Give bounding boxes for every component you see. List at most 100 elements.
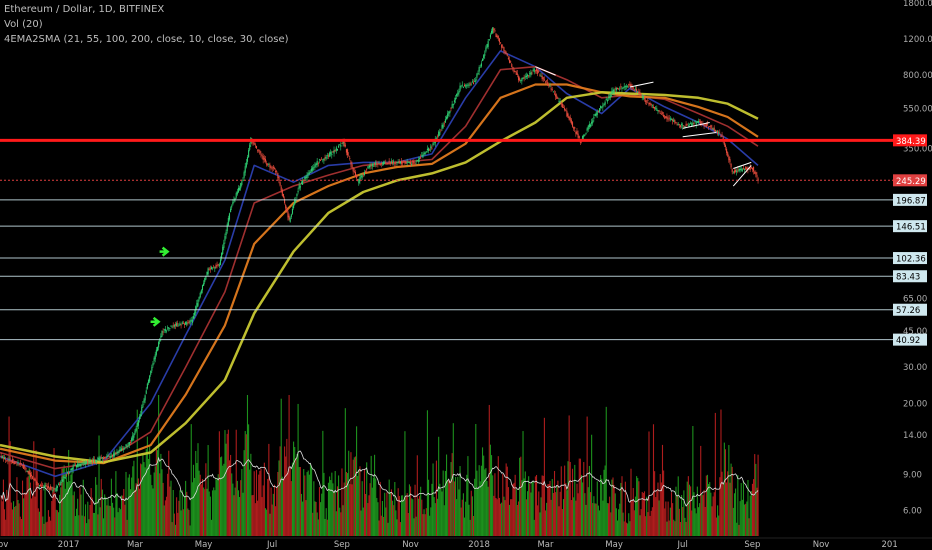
volume-bar <box>388 479 390 536</box>
price-candle <box>102 457 105 460</box>
x-tick-label: May <box>605 540 623 550</box>
volume-bar <box>448 480 450 536</box>
price-candle <box>216 265 218 267</box>
price-candle <box>64 477 66 479</box>
price-candle <box>596 111 598 116</box>
volume-bar <box>360 510 362 536</box>
volume-bar <box>616 520 619 536</box>
volume-bar <box>600 475 602 536</box>
price-candle <box>439 131 441 135</box>
volume-bar <box>297 403 299 536</box>
price-candle <box>480 63 482 67</box>
horizontal-levels: 384.39 245.29 196.87 146.51 102.36 83.43 57.26… <box>0 134 927 346</box>
price-candle <box>331 153 333 156</box>
volume-bar <box>624 481 626 536</box>
price-candle <box>463 84 466 87</box>
volume-bar <box>258 474 260 536</box>
price-candle <box>741 169 743 171</box>
volume-bar <box>510 499 512 536</box>
price-candle <box>487 41 489 47</box>
price-candle <box>661 112 664 114</box>
volume-bar <box>84 504 87 536</box>
price-candle <box>553 93 556 95</box>
volume-bar <box>362 507 364 536</box>
price-candle <box>574 127 576 129</box>
price-candle <box>60 481 62 486</box>
volume-bar <box>561 509 563 536</box>
price-candle <box>534 70 536 72</box>
price-candle <box>53 488 55 490</box>
volume-bar <box>502 473 504 536</box>
price-candle <box>160 335 162 338</box>
price-candle <box>392 161 394 164</box>
price-candle <box>504 50 506 54</box>
volume-bar <box>478 465 480 536</box>
price-candle <box>396 161 398 163</box>
price-candle <box>388 160 390 162</box>
volume-bar <box>57 512 60 536</box>
price-candle <box>171 326 173 328</box>
price-candle <box>212 267 214 269</box>
price-candle <box>147 379 150 384</box>
price-candle <box>478 67 480 72</box>
price-candle <box>326 155 328 156</box>
price-candle <box>111 454 114 457</box>
price-candle <box>366 169 368 171</box>
price-candle <box>524 76 526 78</box>
price-candle <box>706 123 709 125</box>
symbol-title[interactable]: Ethereum / Dollar, 1D, BITFINEX <box>4 4 165 15</box>
volume-bar <box>645 516 647 536</box>
price-candle <box>485 47 487 52</box>
volume-bar <box>169 486 171 536</box>
volume-bar <box>221 456 223 536</box>
volume-bar <box>408 484 410 536</box>
price-candle <box>230 208 232 213</box>
volume-bar <box>223 463 225 536</box>
price-candle <box>642 96 644 99</box>
price-candle <box>672 119 674 121</box>
price-candle <box>564 107 566 111</box>
price-candle <box>176 323 178 327</box>
price-candle <box>386 163 388 165</box>
price-candle <box>699 121 701 123</box>
volume-bar <box>712 496 714 536</box>
volume-bar <box>505 463 507 536</box>
volume-bar <box>235 429 237 536</box>
volume-bar <box>381 500 383 536</box>
volume-bar <box>498 497 500 536</box>
volume-indicator-label[interactable]: Vol (20) <box>4 19 43 30</box>
volume-bar <box>615 508 617 536</box>
price-candle <box>428 148 430 152</box>
volume-bar <box>88 519 90 536</box>
price-candle <box>605 98 607 100</box>
volume-bar <box>406 493 408 536</box>
volume-bar <box>670 492 673 536</box>
volume-bar <box>649 515 651 536</box>
price-candle <box>96 459 98 462</box>
volume-bar <box>170 480 172 536</box>
price-candle <box>91 460 93 463</box>
price-candle <box>730 163 732 168</box>
price-candle <box>624 86 626 88</box>
price-candle <box>639 92 641 95</box>
volume-bar <box>612 477 614 536</box>
ema-indicator-label[interactable]: 4EMA2SMA (21, 55, 100, 200, close, 10, c… <box>4 34 289 45</box>
price-candle <box>132 435 134 441</box>
price-candle <box>290 214 292 217</box>
volume-bar <box>529 483 531 536</box>
volume-bar <box>493 495 495 536</box>
price-candle <box>634 88 637 90</box>
volume-bar <box>70 474 72 536</box>
volume-bar <box>731 466 733 536</box>
price-candle <box>525 75 527 78</box>
price-candle <box>528 75 530 77</box>
price-candle <box>667 118 669 120</box>
volume-bar <box>547 484 549 536</box>
volume-bar <box>309 463 312 536</box>
volume-bar <box>325 508 327 536</box>
price-candle <box>122 448 124 450</box>
price-candle <box>159 339 161 342</box>
price-candle <box>477 72 479 75</box>
volume-bar <box>300 493 303 536</box>
